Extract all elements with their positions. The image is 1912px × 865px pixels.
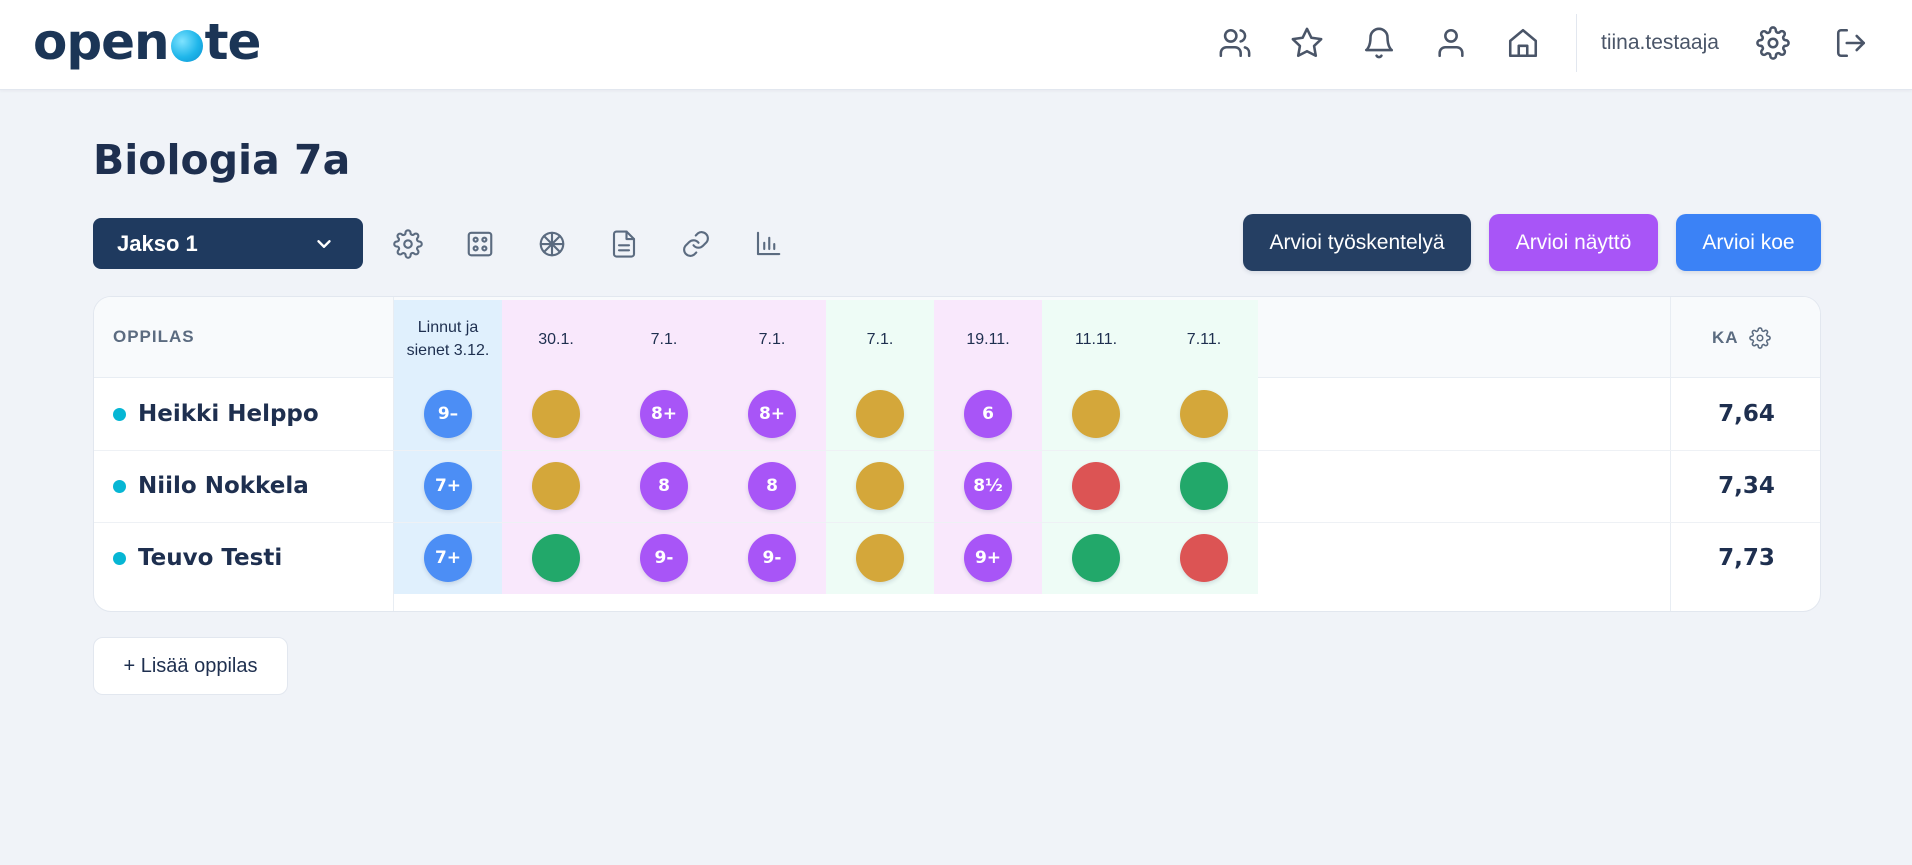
grade-mark[interactable]: 8+: [640, 390, 688, 438]
grade-mark[interactable]: [856, 534, 904, 582]
assessment-column-header[interactable]: 7.11.: [1186, 330, 1222, 348]
grade-mark[interactable]: 8+: [748, 390, 796, 438]
assessment-column-header[interactable]: 7.1.: [650, 330, 678, 348]
grade-mark[interactable]: 8½: [964, 462, 1012, 510]
user-icon[interactable]: [1430, 22, 1472, 64]
average-header-label: KA: [1712, 328, 1739, 347]
home-icon[interactable]: [1502, 22, 1544, 64]
grade-mark[interactable]: [532, 462, 580, 510]
document-icon[interactable]: [602, 222, 646, 266]
grade-mark[interactable]: [1072, 462, 1120, 510]
assessment-column-header[interactable]: 7.1.: [866, 330, 894, 348]
grade-mark[interactable]: 8: [748, 462, 796, 510]
settings-icon[interactable]: [386, 222, 430, 266]
username[interactable]: tiina.testaaja: [1601, 31, 1719, 54]
link-icon[interactable]: [674, 222, 718, 266]
period-select-value: Jakso 1: [117, 230, 198, 256]
logo-text-right: te: [204, 13, 262, 71]
grid-icon[interactable]: [458, 222, 502, 266]
assess-work-button[interactable]: Arvioi työskentelyä: [1243, 214, 1471, 271]
grade-table: OPPILAS KA Linnut ja sienet 3.12. 30.1. 7.…: [93, 296, 1821, 612]
student-row[interactable]: Teuvo Testi: [113, 522, 282, 594]
student-name: Teuvo Testi: [138, 545, 283, 571]
bar-chart-icon[interactable]: [746, 222, 790, 266]
grade-mark[interactable]: 6: [964, 390, 1012, 438]
users-icon[interactable]: [1214, 22, 1256, 64]
header-divider: [1576, 14, 1577, 72]
student-average: 7,64: [1718, 401, 1775, 427]
wheel-icon[interactable]: [530, 222, 574, 266]
logout-icon[interactable]: [1830, 22, 1872, 64]
assessment-column-header[interactable]: 7.1.: [758, 330, 786, 348]
average-column-header: KA: [1712, 327, 1771, 349]
top-bar: open te tiina.testaaja: [0, 0, 1912, 90]
add-student-button[interactable]: + Lisää oppilas: [93, 637, 288, 695]
assessment-column-header[interactable]: 30.1.: [538, 330, 574, 348]
chevron-down-icon: [317, 240, 331, 248]
grade-mark[interactable]: 7+: [424, 462, 472, 510]
logo-dot-icon: [170, 29, 203, 62]
grade-mark[interactable]: 9-: [640, 534, 688, 582]
grade-mark[interactable]: [532, 390, 580, 438]
bell-icon[interactable]: [1358, 22, 1400, 64]
grade-mark[interactable]: [1072, 390, 1120, 438]
student-name: Heikki Helppo: [138, 401, 319, 427]
student-status-dot: [113, 479, 126, 493]
grade-mark[interactable]: 9-: [748, 534, 796, 582]
period-select[interactable]: Jakso 1: [93, 218, 363, 269]
name-column-divider: [393, 297, 394, 611]
average-settings-icon[interactable]: [1748, 327, 1771, 349]
assessment-column-header[interactable]: 19.11.: [966, 330, 1010, 348]
logo-text-left: open: [33, 13, 170, 71]
student-name: Niilo Nokkela: [138, 473, 309, 499]
student-row[interactable]: Heikki Helppo: [113, 378, 319, 450]
assessment-column-header[interactable]: 11.11.: [1074, 330, 1118, 348]
grade-mark[interactable]: [1180, 390, 1228, 438]
grade-mark[interactable]: [1180, 534, 1228, 582]
grade-mark[interactable]: [856, 462, 904, 510]
openote-logo[interactable]: open te: [33, 10, 262, 74]
grade-mark[interactable]: [1180, 462, 1228, 510]
grade-mark[interactable]: [856, 390, 904, 438]
assessment-column-header[interactable]: Linnut ja sienet 3.12.: [406, 319, 490, 359]
student-row[interactable]: Niilo Nokkela: [113, 450, 309, 522]
star-icon[interactable]: [1286, 22, 1328, 64]
grade-mark[interactable]: 9+: [964, 534, 1012, 582]
grade-mark[interactable]: 9–: [424, 390, 472, 438]
student-average: 7,73: [1718, 545, 1775, 571]
row-divider: [94, 522, 1820, 523]
page-title: Biologia 7a: [93, 136, 351, 184]
assess-exam-button[interactable]: Arvioi koe: [1676, 214, 1821, 271]
gear-icon[interactable]: [1752, 22, 1794, 64]
grade-mark[interactable]: [1072, 534, 1120, 582]
assess-demo-button[interactable]: Arvioi näyttö: [1489, 214, 1658, 271]
average-column-divider: [1670, 297, 1671, 611]
grade-mark[interactable]: 8: [640, 462, 688, 510]
student-status-dot: [113, 551, 126, 565]
row-divider: [94, 450, 1820, 451]
student-status-dot: [113, 407, 126, 421]
student-column-header: OPPILAS: [113, 327, 195, 346]
grade-mark[interactable]: 7+: [424, 534, 472, 582]
grade-mark[interactable]: [532, 534, 580, 582]
student-average: 7,34: [1718, 473, 1775, 499]
